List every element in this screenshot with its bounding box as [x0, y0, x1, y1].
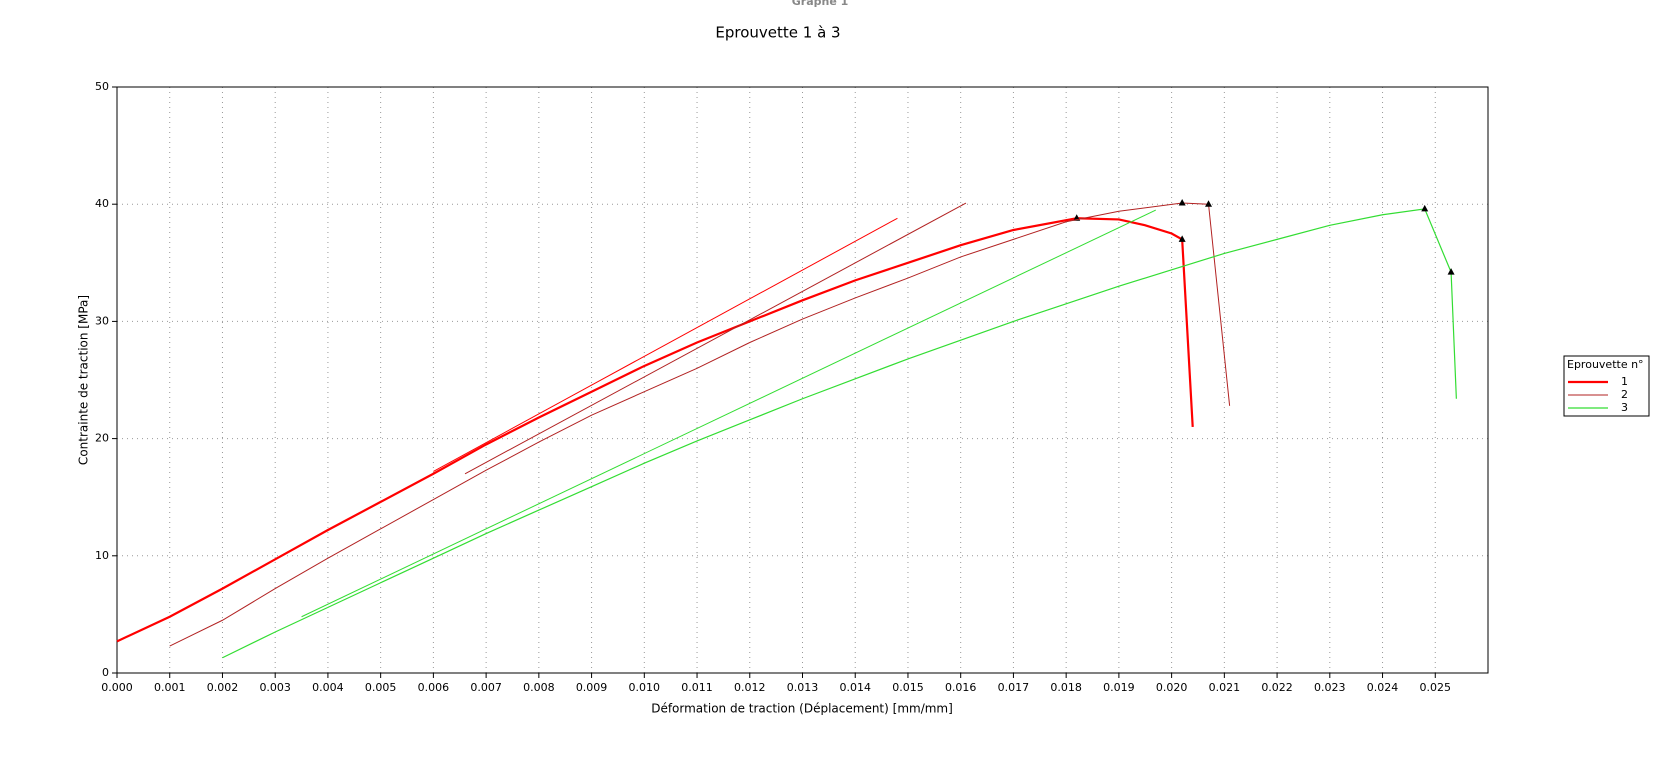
y-tick-label: 40: [95, 197, 109, 210]
x-tick-label: 0.024: [1367, 681, 1399, 694]
marker: [1178, 199, 1186, 206]
x-tick-label: 0.021: [1209, 681, 1241, 694]
x-tick-label: 0.004: [312, 681, 344, 694]
x-tick-label: 0.016: [945, 681, 977, 694]
x-tick-label: 0.010: [629, 681, 661, 694]
x-tick-label: 0.018: [1050, 681, 1082, 694]
legend-label: 3: [1621, 401, 1628, 414]
y-tick-label: 0: [102, 666, 109, 679]
header: Graphe 1: [792, 0, 849, 8]
x-tick-label: 0.017: [998, 681, 1030, 694]
x-tick-label: 0.003: [259, 681, 291, 694]
marker: [1178, 235, 1186, 242]
x-tick-label: 0.022: [1261, 681, 1293, 694]
x-tick-label: 0.005: [365, 681, 397, 694]
series-line: [222, 208, 1457, 659]
x-tick-label: 0.001: [154, 681, 186, 694]
x-tick-label: 0.014: [839, 681, 871, 694]
x-tick-label: 0.000: [101, 681, 133, 694]
x-axis-label: Déformation de traction (Déplacement) [m…: [651, 702, 953, 716]
fit-line: [433, 217, 898, 472]
x-tick-label: 0.006: [418, 681, 450, 694]
x-tick-label: 0.015: [892, 681, 924, 694]
series-line: [169, 202, 1231, 647]
x-tick-label: 0.020: [1156, 681, 1188, 694]
x-tick-label: 0.023: [1314, 681, 1346, 694]
y-tick-label: 10: [95, 549, 109, 562]
x-tick-label: 0.025: [1420, 681, 1452, 694]
fit-line: [301, 209, 1157, 618]
marker: [1205, 200, 1213, 207]
legend-label: 1: [1621, 375, 1628, 388]
series-line: [116, 217, 1194, 643]
fit-line: [464, 202, 967, 475]
x-tick-label: 0.013: [787, 681, 819, 694]
x-tick-label: 0.008: [523, 681, 555, 694]
legend-box: [1563, 355, 1650, 417]
plot-frame: [116, 86, 1489, 674]
marker: [1421, 204, 1429, 212]
y-axis-label: Contrainte de traction [MPa]: [77, 295, 91, 465]
x-tick-label: 0.011: [681, 681, 713, 694]
x-tick-label: 0.012: [734, 681, 766, 694]
x-tick-label: 0.009: [576, 681, 608, 694]
x-tick-label: 0.002: [207, 681, 239, 694]
x-tick-label: 0.019: [1103, 681, 1135, 694]
chart-title: Eprouvette 1 à 3: [715, 24, 840, 42]
legend-title: Eprouvette n°: [1567, 358, 1644, 371]
y-tick-label: 20: [95, 432, 109, 445]
legend-label: 2: [1621, 388, 1628, 401]
y-tick-label: 30: [95, 314, 109, 327]
marker: [1447, 268, 1455, 275]
x-tick-label: 0.007: [470, 681, 502, 694]
y-tick-label: 50: [95, 80, 109, 93]
